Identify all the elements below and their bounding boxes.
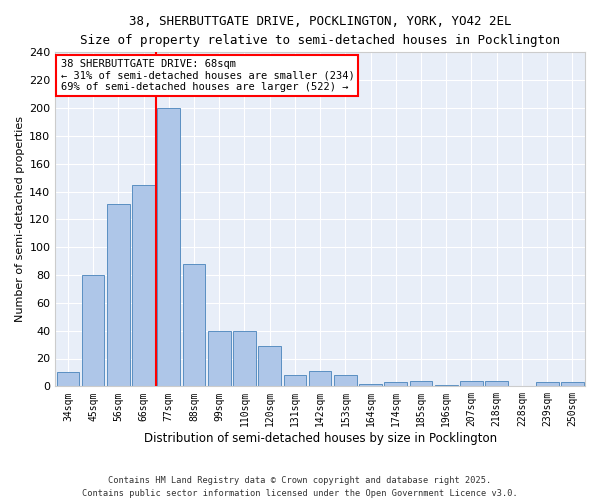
- Bar: [410, 381, 433, 386]
- Bar: [359, 384, 382, 386]
- Bar: [284, 375, 306, 386]
- Text: Contains HM Land Registry data © Crown copyright and database right 2025.
Contai: Contains HM Land Registry data © Crown c…: [82, 476, 518, 498]
- Bar: [435, 385, 458, 386]
- Bar: [157, 108, 180, 386]
- Bar: [561, 382, 584, 386]
- Bar: [385, 382, 407, 386]
- Text: 38 SHERBUTTGATE DRIVE: 68sqm
← 31% of semi-detached houses are smaller (234)
69%: 38 SHERBUTTGATE DRIVE: 68sqm ← 31% of se…: [61, 59, 355, 92]
- Bar: [56, 372, 79, 386]
- Bar: [182, 264, 205, 386]
- Bar: [82, 275, 104, 386]
- Y-axis label: Number of semi-detached properties: Number of semi-detached properties: [15, 116, 25, 322]
- Bar: [208, 330, 230, 386]
- X-axis label: Distribution of semi-detached houses by size in Pocklington: Distribution of semi-detached houses by …: [143, 432, 497, 445]
- Bar: [107, 204, 130, 386]
- Bar: [132, 184, 155, 386]
- Bar: [334, 375, 357, 386]
- Title: 38, SHERBUTTGATE DRIVE, POCKLINGTON, YORK, YO42 2EL
Size of property relative to: 38, SHERBUTTGATE DRIVE, POCKLINGTON, YOR…: [80, 15, 560, 47]
- Bar: [485, 381, 508, 386]
- Bar: [233, 330, 256, 386]
- Bar: [309, 371, 331, 386]
- Bar: [536, 382, 559, 386]
- Bar: [460, 381, 483, 386]
- Bar: [259, 346, 281, 387]
